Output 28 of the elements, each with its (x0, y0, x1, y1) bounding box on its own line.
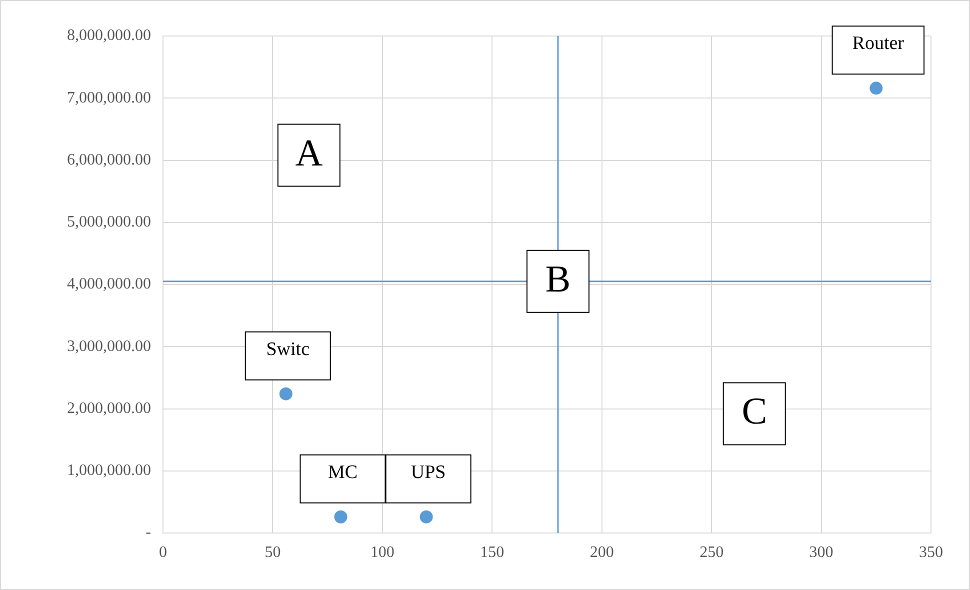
y-tick-label: - (146, 524, 151, 542)
x-tick-label: 50 (264, 544, 281, 561)
x-tick-label: 350 (919, 544, 943, 561)
x-tick-label: 0 (159, 544, 167, 561)
point (279, 387, 292, 400)
annotation: C (742, 390, 768, 433)
x-tick-label: 150 (480, 544, 504, 561)
y-tick-label: 7,000,000.00 (67, 89, 151, 106)
point (334, 510, 348, 524)
y-tick-label: 8,000,000.00 (67, 27, 151, 44)
y-tick-label: 6,000,000.00 (67, 151, 151, 168)
x-tick-label: 100 (370, 544, 394, 561)
y-tick-label: 1,000,000.00 (67, 462, 151, 480)
y-tick-label: 3,000,000.00 (67, 338, 151, 355)
y-tick-label: 5,000,000.00 (67, 214, 151, 231)
y-tick-label: 2,000,000.00 (67, 400, 151, 417)
annotation: Router (852, 33, 905, 54)
annotation: MC (328, 462, 358, 483)
x-tick-label: 250 (700, 544, 724, 561)
annotation: B (545, 258, 571, 300)
point (420, 510, 433, 524)
x-tick-label: 300 (809, 544, 834, 561)
annotation: A (295, 132, 324, 174)
x-tick-label: 200 (590, 544, 614, 561)
annotation: UPS (410, 462, 446, 483)
y-tick-label: 4,000,000.00 (67, 276, 151, 293)
point (870, 82, 883, 95)
annotation: Switc (266, 338, 310, 360)
